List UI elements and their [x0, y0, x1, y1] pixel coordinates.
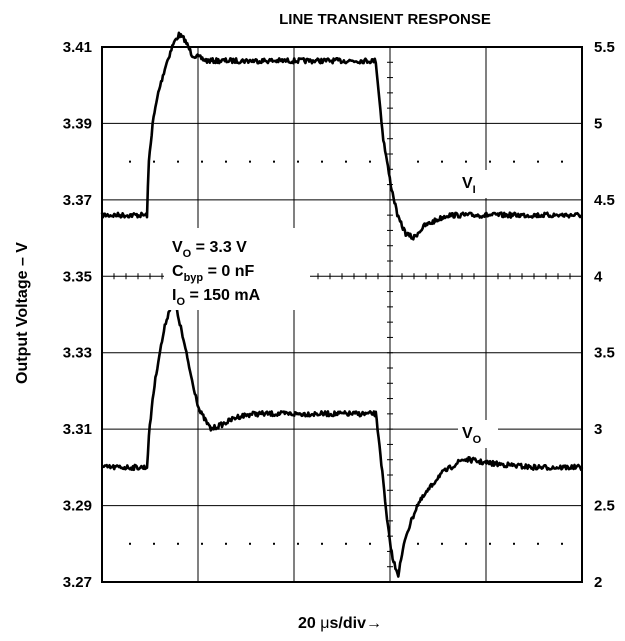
right-tick-label: 2.5	[594, 498, 615, 515]
series-label-0: VI	[462, 175, 476, 196]
ref-dot	[129, 542, 131, 545]
x-axis-label-prefix: 20	[298, 615, 320, 632]
right-tick-label: 5	[594, 115, 602, 132]
annotation-cbyp-sub: byp	[184, 272, 204, 284]
y-axis-label: Output Voltage – V	[14, 242, 31, 384]
series-line-1	[101, 294, 584, 578]
x-axis-label: 20 μs/div→	[298, 615, 382, 632]
x-axis-label-mu: μ	[320, 615, 329, 632]
right-tick-label: 4.5	[594, 192, 615, 209]
annotation-io-main: I	[172, 287, 176, 304]
ref-dot	[201, 542, 203, 545]
ref-dot	[177, 160, 179, 163]
left-tick-label: 3.39	[63, 115, 92, 132]
annotation-vo: VO = 3.3 V	[172, 239, 247, 260]
ref-dot	[561, 160, 563, 163]
left-tick-labels: 3.41 3.39 3.37 3.35 3.33 3.31 3.29 3.27	[63, 39, 92, 591]
reference-dots	[129, 160, 563, 545]
series-label-1: VO	[462, 425, 482, 446]
ref-dot	[537, 542, 539, 545]
ref-dot	[297, 542, 299, 545]
chart-title: LINE TRANSIENT RESPONSE	[279, 11, 491, 28]
ref-dot	[201, 160, 203, 163]
ref-dot	[369, 160, 371, 163]
left-tick-label: 3.41	[63, 39, 92, 56]
ref-dot	[489, 542, 491, 545]
ref-dot	[321, 160, 323, 163]
annotation-vo-sub: O	[183, 248, 192, 260]
ref-dot	[273, 542, 275, 545]
right-tick-label: 2	[594, 574, 602, 591]
series-group	[100, 31, 584, 578]
ref-dot	[369, 542, 371, 545]
ref-dot	[417, 542, 419, 545]
ref-dot	[345, 160, 347, 163]
grid	[102, 47, 582, 582]
ref-dot	[513, 542, 515, 545]
ref-dot	[321, 542, 323, 545]
ref-dot	[465, 160, 467, 163]
right-tick-label: 3	[594, 421, 602, 438]
ref-dot	[153, 160, 155, 163]
ref-dot	[537, 160, 539, 163]
left-tick-label: 3.37	[63, 192, 92, 209]
ref-dot	[297, 160, 299, 163]
annotation-vo-main: V	[172, 239, 183, 256]
ref-dot	[489, 160, 491, 163]
series-line-0	[100, 31, 583, 241]
annotation-background	[164, 228, 310, 310]
ref-dot	[129, 160, 131, 163]
right-tick-labels: 5.5 5 4.5 4 3.5 3 2.5 2	[594, 39, 615, 591]
left-tick-label: 3.31	[63, 421, 92, 438]
left-tick-label: 3.27	[63, 574, 92, 591]
ref-dot	[249, 542, 251, 545]
annotation-cbyp: Cbyp = 0 nF	[172, 263, 254, 284]
annotation-cbyp-main: C	[172, 263, 184, 280]
x-axis-label-suffix: s/div→	[330, 615, 382, 632]
annotations: VO = 3.3 V Cbyp = 0 nF IO = 150 mA	[164, 228, 310, 310]
ref-dot	[441, 160, 443, 163]
annotation-io: IO = 150 mA	[172, 287, 261, 308]
left-tick-label: 3.29	[63, 498, 92, 515]
ref-dot	[441, 542, 443, 545]
minor-ticks	[101, 46, 583, 583]
right-tick-label: 3.5	[594, 345, 615, 362]
plot-frame	[101, 46, 583, 583]
ref-dot	[417, 160, 419, 163]
left-tick-label: 3.35	[63, 268, 92, 285]
ref-dot	[249, 160, 251, 163]
annotation-cbyp-rest: = 0 nF	[203, 263, 254, 280]
ref-dot	[273, 160, 275, 163]
left-tick-label: 3.33	[63, 345, 92, 362]
ref-dot	[561, 542, 563, 545]
ref-dot	[225, 542, 227, 545]
annotation-io-rest: = 150 mA	[185, 287, 261, 304]
ref-dot	[465, 542, 467, 545]
annotation-io-sub: O	[176, 296, 185, 308]
right-tick-label: 5.5	[594, 39, 615, 56]
ref-dot	[153, 542, 155, 545]
series-labels: VI VO	[458, 170, 498, 448]
ref-dot	[345, 542, 347, 545]
ref-dot	[225, 160, 227, 163]
annotation-vo-rest: = 3.3 V	[191, 239, 247, 256]
series-label-bg	[458, 420, 498, 448]
ref-dot	[177, 542, 179, 545]
series-label-bg	[458, 170, 498, 198]
right-tick-label: 4	[594, 268, 603, 285]
ref-dot	[513, 160, 515, 163]
